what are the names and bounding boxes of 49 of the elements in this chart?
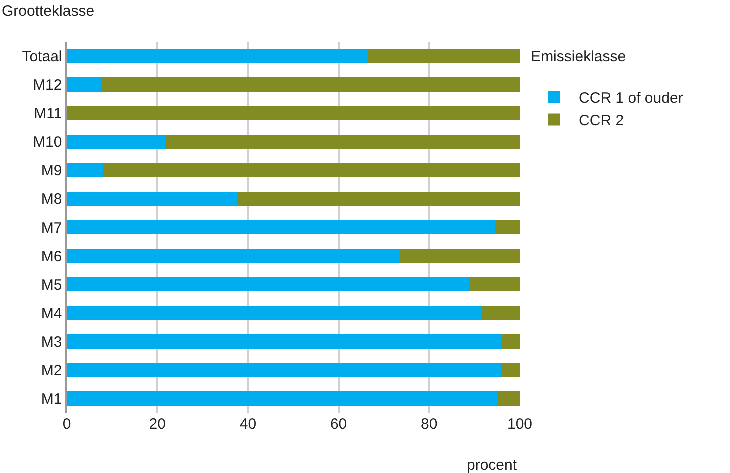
bar bbox=[67, 277, 470, 292]
bar bbox=[368, 49, 520, 64]
x-axis-title: procent bbox=[467, 457, 518, 473]
x-tick-label: 80 bbox=[421, 416, 438, 433]
bar bbox=[495, 220, 520, 235]
y-tick-label: M10 bbox=[33, 134, 62, 152]
x-tick-label: 100 bbox=[507, 416, 533, 433]
bar bbox=[67, 334, 502, 349]
y-tick-label: M8 bbox=[41, 191, 62, 208]
bar bbox=[67, 78, 101, 92]
bar bbox=[497, 392, 520, 406]
y-tick-label: M2 bbox=[41, 362, 62, 380]
bar bbox=[100, 78, 520, 92]
y-tick-label: M6 bbox=[41, 248, 62, 266]
bar bbox=[502, 334, 520, 349]
y-tick-label: M12 bbox=[33, 77, 62, 94]
bar bbox=[103, 163, 520, 178]
y-tick-label: Totaal bbox=[22, 48, 62, 66]
y-tick-label: M1 bbox=[41, 390, 62, 408]
x-tick-label: 40 bbox=[240, 416, 257, 433]
y-tick-label: M7 bbox=[41, 220, 62, 237]
x-tick-label: 0 bbox=[62, 416, 72, 433]
x-tick-label: 60 bbox=[330, 416, 348, 433]
y-tick-label: M9 bbox=[41, 162, 62, 180]
bar bbox=[67, 248, 400, 264]
bar bbox=[67, 106, 520, 120]
bar bbox=[67, 220, 496, 235]
y-axis-title: Grootteklasse bbox=[2, 3, 95, 20]
y-tick-label: M5 bbox=[41, 276, 62, 294]
y-tick-label: M11 bbox=[34, 106, 62, 123]
bar bbox=[67, 392, 498, 406]
bar bbox=[236, 192, 520, 206]
x-tick-label: 20 bbox=[149, 416, 166, 433]
bar bbox=[67, 306, 482, 320]
bar bbox=[67, 134, 167, 150]
y-tick-label: M4 bbox=[41, 305, 62, 322]
bar bbox=[166, 134, 520, 150]
bar bbox=[67, 163, 104, 178]
legend-label: CCR 1 of ouder bbox=[579, 90, 684, 108]
bar bbox=[67, 363, 502, 378]
bar bbox=[502, 363, 520, 378]
y-tick-label: M3 bbox=[41, 334, 62, 351]
legend-title: Emissieklasse bbox=[531, 48, 626, 66]
bar bbox=[400, 248, 520, 264]
bar bbox=[67, 49, 368, 64]
bar bbox=[482, 306, 520, 320]
legend-label: CCR 2 bbox=[579, 112, 624, 130]
bar bbox=[470, 277, 520, 292]
bar bbox=[67, 192, 237, 206]
